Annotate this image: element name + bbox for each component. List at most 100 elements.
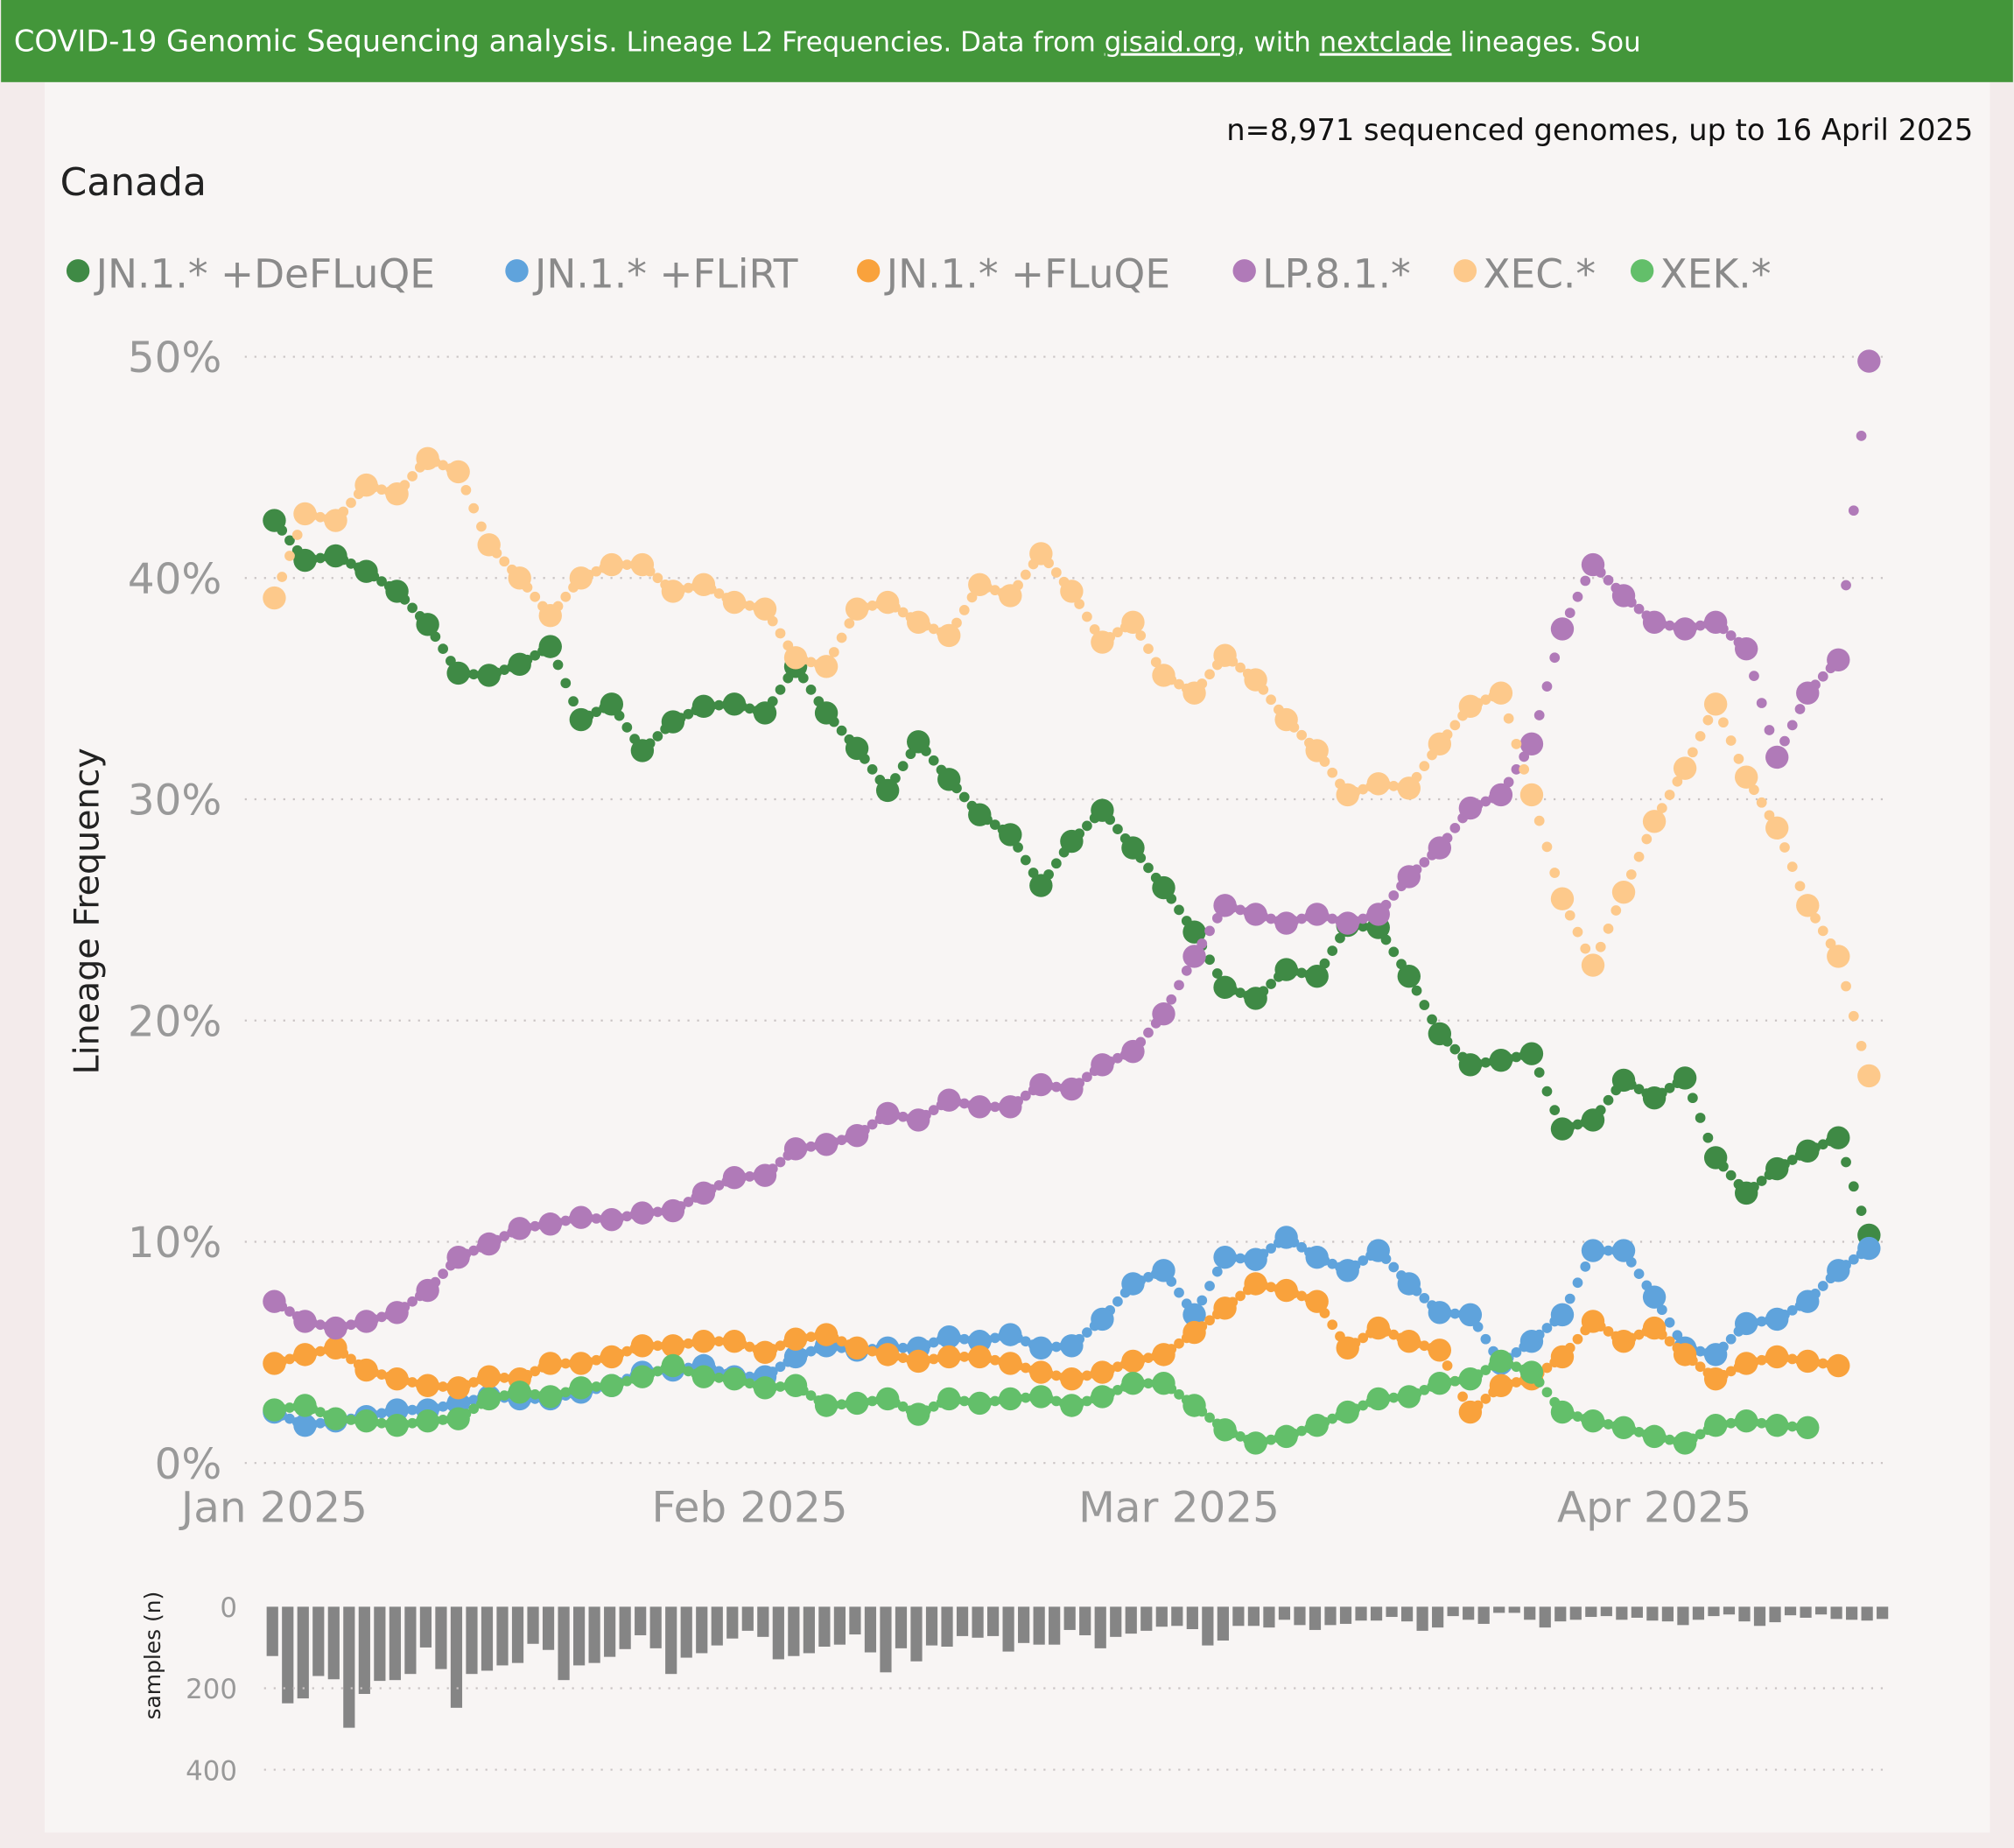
interpolated-point <box>1633 851 1645 862</box>
samples-bar <box>1646 1606 1659 1621</box>
samples-bar <box>1554 1606 1567 1622</box>
header-title: COVID-19 Genomic Sequencing analysis. Li… <box>14 25 1641 59</box>
interpolated-point <box>1664 1336 1675 1347</box>
data-point <box>1336 1400 1359 1424</box>
interpolated-point <box>1572 1333 1583 1345</box>
data-point <box>907 730 930 754</box>
data-point <box>661 1334 685 1358</box>
interpolated-point <box>1449 822 1461 833</box>
data-point <box>1796 1289 1820 1313</box>
interpolated-point <box>775 1381 786 1392</box>
data-point <box>1274 1424 1298 1449</box>
data-point <box>1458 1303 1483 1327</box>
samples-bar <box>972 1606 984 1638</box>
interpolated-point <box>1749 671 1759 681</box>
y-tick-label: 50% <box>128 334 222 383</box>
interpolated-point <box>1388 946 1400 958</box>
series-lp-8-1 <box>263 349 1881 1340</box>
data-point <box>1857 1064 1881 1088</box>
interpolated-point <box>713 1336 725 1347</box>
legend-entry[interactable]: LP.8.1.* <box>1262 250 1411 297</box>
data-point <box>845 1336 869 1360</box>
samples-bar <box>1569 1606 1582 1620</box>
x-tick-label: Apr 2025 <box>1557 1484 1751 1533</box>
interpolated-point <box>1848 1010 1859 1022</box>
nextclade-link[interactable]: nextclade <box>1320 27 1452 59</box>
data-point <box>1213 894 1237 917</box>
legend-entry[interactable]: JN.1.* +DeFLuQE <box>94 250 435 297</box>
data-point <box>1550 1303 1575 1327</box>
data-point <box>1152 664 1175 687</box>
interpolated-point <box>805 685 817 695</box>
data-point <box>1366 1316 1390 1340</box>
gisaid-link[interactable]: gisaid.org <box>1105 27 1237 59</box>
data-point <box>1305 965 1329 988</box>
data-point <box>1642 810 1667 833</box>
data-point <box>937 1325 961 1349</box>
interpolated-point <box>621 1211 633 1222</box>
samples-bar <box>1002 1606 1014 1652</box>
interpolated-point <box>1327 1258 1338 1269</box>
interpolated-point <box>1595 941 1606 952</box>
interpolated-point <box>836 632 847 643</box>
legend-entry[interactable]: XEK.* <box>1660 250 1772 297</box>
data-point <box>845 1391 869 1416</box>
samples-bar <box>419 1606 432 1648</box>
samples-tick-label: 200 <box>186 1674 237 1705</box>
samples-bar <box>282 1606 294 1704</box>
interpolated-point <box>468 502 480 514</box>
legend-marker-icon <box>1232 259 1256 283</box>
samples-bar <box>343 1606 355 1728</box>
data-point <box>1796 1139 1820 1163</box>
data-point <box>937 1387 961 1411</box>
samples-bar <box>910 1606 923 1662</box>
interpolated-point <box>958 791 970 803</box>
legend-entry[interactable]: XEC.* <box>1483 250 1596 297</box>
data-point <box>1182 1394 1206 1417</box>
data-point <box>937 623 961 648</box>
data-point <box>1765 1156 1789 1181</box>
samples-bar <box>1600 1606 1612 1617</box>
data-point <box>1397 865 1421 889</box>
data-point <box>722 1330 747 1353</box>
interpolated-point <box>805 1141 817 1152</box>
data-point <box>999 1387 1022 1411</box>
data-point <box>999 823 1022 847</box>
interpolated-point <box>897 1342 909 1353</box>
data-point <box>630 1334 655 1358</box>
data-point <box>1244 1431 1267 1455</box>
data-point <box>1213 1296 1237 1320</box>
data-point <box>293 1310 317 1333</box>
y-axis-ticks: 0% 10% 20% 30% 40% 50% <box>128 334 222 1489</box>
data-point <box>1489 681 1513 705</box>
samples-bar <box>1232 1606 1245 1627</box>
interpolated-point <box>407 1417 418 1429</box>
interpolated-point <box>1051 1081 1062 1093</box>
data-point <box>1857 1236 1881 1261</box>
interpolated-point <box>530 1366 541 1377</box>
legend-entry[interactable]: JN.1.* +FLiRT <box>532 250 798 297</box>
interpolated-point <box>560 1358 572 1369</box>
samples-bar <box>1800 1606 1812 1618</box>
samples-bar <box>1202 1606 1214 1646</box>
data-point <box>508 652 531 677</box>
legend-entry[interactable]: JN.1.* +FLuQE <box>884 250 1170 297</box>
data-point <box>569 566 593 590</box>
interpolated-point <box>1511 738 1522 749</box>
data-point <box>569 1352 593 1375</box>
interpolated-point <box>1388 890 1400 901</box>
interpolated-point <box>1564 608 1575 618</box>
data-point <box>1274 1226 1298 1249</box>
interpolated-point <box>346 558 356 569</box>
samples-bar <box>1692 1606 1705 1620</box>
interpolated-point <box>560 591 572 602</box>
legend-marker-icon <box>856 259 881 283</box>
data-point <box>1182 1320 1206 1345</box>
interpolated-point <box>1143 1353 1154 1364</box>
interpolated-point <box>989 1101 1000 1113</box>
x-tick-label: Feb 2025 <box>651 1484 847 1533</box>
interpolated-point <box>1633 1084 1645 1094</box>
data-point <box>1060 1077 1084 1101</box>
data-point <box>600 1208 624 1232</box>
interpolated-point <box>1702 1132 1714 1143</box>
